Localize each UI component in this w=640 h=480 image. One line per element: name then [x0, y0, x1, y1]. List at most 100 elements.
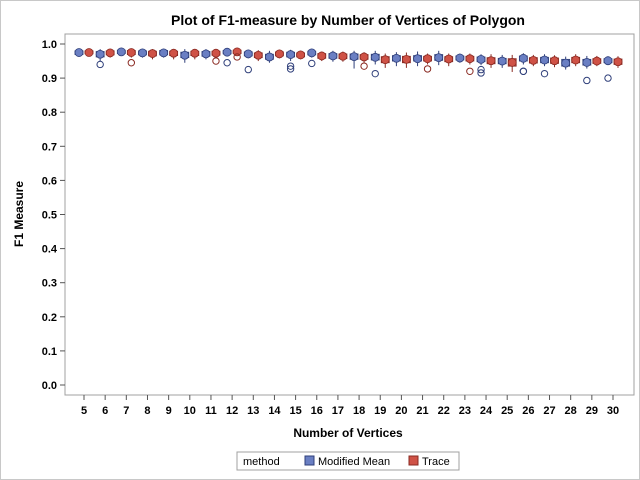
x-tick-label: 24: [480, 405, 493, 417]
outlier-point: [371, 69, 379, 78]
mean-marker: [286, 50, 296, 59]
x-axis-label: Number of Vertices: [293, 426, 403, 440]
mean-marker: [613, 57, 623, 67]
mean-marker: [126, 48, 136, 57]
x-tick-label: 21: [416, 405, 428, 417]
plot-frame: [64, 33, 635, 396]
mean-marker: [84, 48, 94, 57]
x-tick-label: 29: [586, 405, 598, 417]
mean-marker: [222, 47, 232, 57]
x-tick-label: 8: [144, 405, 150, 417]
mean-marker: [603, 56, 613, 66]
y-tick-label: 0.3: [42, 278, 57, 290]
chart-title: Plot of F1-measure by Number of Vertices…: [171, 12, 525, 28]
box-6: [105, 48, 115, 58]
mean-marker: [190, 48, 200, 58]
box-23: [465, 53, 475, 75]
box-14: [265, 50, 274, 63]
box-27: [550, 55, 559, 68]
x-tick-label: 11: [205, 405, 217, 417]
outlier-point: [360, 62, 368, 70]
outlier-point: [127, 59, 136, 67]
x-tick-label: 25: [501, 405, 513, 417]
box-26: [528, 54, 538, 67]
outlier-point: [604, 74, 612, 82]
box-16: [307, 48, 317, 68]
outlier-point: [423, 65, 432, 73]
mean-marker: [148, 49, 157, 58]
x-tick-label: 14: [268, 405, 281, 417]
y-tick-label: 0.6: [42, 175, 57, 187]
x-tick-label: 16: [311, 405, 323, 417]
box-15: [286, 49, 296, 73]
mean-marker: [159, 48, 169, 58]
outlier-point: [223, 59, 231, 67]
x-tick-label: 23: [459, 405, 471, 417]
x-tick-label: 5: [81, 405, 87, 417]
outlier-point: [540, 69, 549, 78]
box-17: [328, 50, 338, 62]
x-tick-label: 10: [184, 405, 196, 417]
mean-marker: [338, 51, 348, 61]
box-19: [370, 50, 380, 78]
legend-label-trace: Trace: [422, 456, 450, 468]
mean-marker: [391, 53, 401, 63]
y-tick-label: 0.9: [42, 73, 57, 85]
legend-swatch-modified-mean: [304, 455, 315, 466]
mean-marker: [507, 58, 517, 67]
mean-marker: [317, 51, 327, 61]
mean-marker: [571, 55, 581, 65]
box-8: [138, 48, 147, 58]
mean-marker: [232, 47, 242, 57]
box-18: [359, 52, 369, 70]
mean-marker: [401, 54, 411, 64]
mean-marker: [359, 52, 369, 62]
box-29: [592, 55, 602, 67]
box-10: [190, 48, 200, 60]
box-9: [169, 48, 179, 60]
outlier-point: [466, 67, 474, 75]
x-tick-label: 30: [607, 405, 619, 417]
box-30: [603, 56, 613, 82]
box-28: [571, 54, 581, 67]
box-20: [401, 52, 411, 68]
x-tick-label: 26: [522, 405, 534, 417]
legend-frame: [236, 451, 460, 471]
legend-label-modified-mean: Modified Mean: [318, 456, 390, 468]
y-tick-label: 0.0: [42, 380, 57, 392]
y-tick-label: 0.2: [42, 312, 57, 324]
mean-marker: [201, 49, 211, 59]
box-10: [180, 49, 190, 63]
x-tick-label: 18: [353, 405, 365, 417]
mean-marker: [561, 58, 571, 68]
mean-marker: [528, 55, 538, 65]
legend: method Modified Mean Trace: [236, 451, 460, 471]
box-13: [243, 49, 253, 74]
box-22: [434, 50, 444, 66]
outlier-point: [244, 65, 252, 74]
mean-marker: [518, 53, 528, 63]
x-tick-label: 19: [374, 405, 386, 417]
x-tick-label: 27: [543, 405, 555, 417]
box-19: [380, 53, 390, 68]
mean-marker: [74, 48, 84, 57]
box-11: [201, 49, 211, 60]
x-tick-label: 7: [123, 405, 129, 417]
y-tick-label: 0.4: [42, 244, 58, 256]
outlier-point: [212, 57, 220, 65]
box-11: [211, 48, 221, 65]
mean-marker: [434, 53, 444, 63]
box-7: [116, 47, 126, 57]
outlier-point: [308, 59, 316, 68]
box-20: [391, 52, 401, 67]
box-12: [232, 47, 242, 61]
x-axis: 5 6 7 8 9 10 11 12 13 14 15 16 17 18 19 20 21 22 23 24 25 26 2…: [81, 395, 619, 417]
y-axis: 0.0 0.1 0.2 0.3 0.4 0.5 0.6 0.7 0.8 0.9 1.0: [42, 39, 65, 392]
outlier-point: [286, 62, 295, 70]
x-tick-label: 22: [438, 405, 450, 417]
box-18: [349, 50, 359, 69]
box-5: [74, 48, 84, 57]
mean-marker: [476, 54, 486, 64]
box-5: [84, 48, 94, 57]
